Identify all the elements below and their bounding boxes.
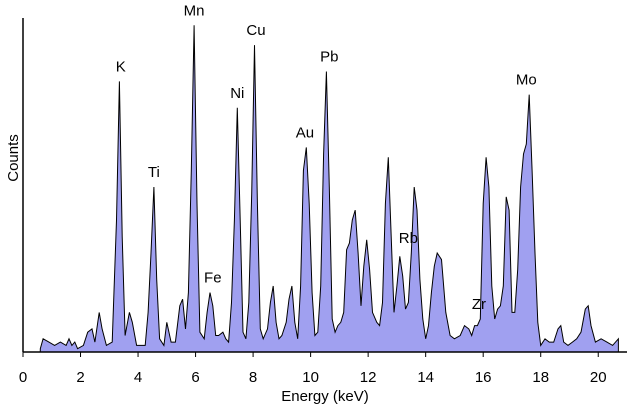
x-axis-title: Energy (keV) — [281, 388, 369, 405]
peak-label-k: K — [116, 58, 126, 75]
peak-label-au: Au — [296, 124, 314, 141]
x-tick-label: 10 — [302, 369, 319, 386]
x-axis-ticks: 0 2 4 6 8 10 12 14 16 18 20 — [19, 352, 607, 386]
y-axis-title: Counts — [5, 134, 22, 182]
spectrum-area — [39, 25, 619, 353]
peak-label-rb: Rb — [399, 230, 418, 247]
peak-label-ni: Ni — [230, 85, 244, 102]
peak-label-mo: Mo — [516, 72, 537, 89]
x-tick-label: 8 — [249, 369, 257, 386]
peak-label-pb: Pb — [320, 49, 338, 66]
peak-label-group: K Ti Mn Fe Ni Cu Au Pb Rb Zr Mo — [116, 2, 537, 313]
x-tick-label: 6 — [191, 369, 199, 386]
peak-label-mn: Mn — [184, 2, 205, 19]
x-tick-label: 0 — [19, 369, 27, 386]
peak-label-ti: Ti — [148, 164, 160, 181]
x-tick-label: 20 — [590, 369, 607, 386]
x-tick-label: 14 — [417, 369, 434, 386]
x-tick-label: 2 — [76, 369, 84, 386]
peak-label-cu: Cu — [246, 22, 265, 39]
peak-label-zr: Zr — [472, 296, 486, 313]
x-tick-label: 4 — [134, 369, 142, 386]
x-tick-label: 18 — [532, 369, 549, 386]
x-tick-label: 16 — [475, 369, 492, 386]
peak-label-fe: Fe — [204, 270, 222, 287]
x-tick-label: 12 — [360, 369, 377, 386]
